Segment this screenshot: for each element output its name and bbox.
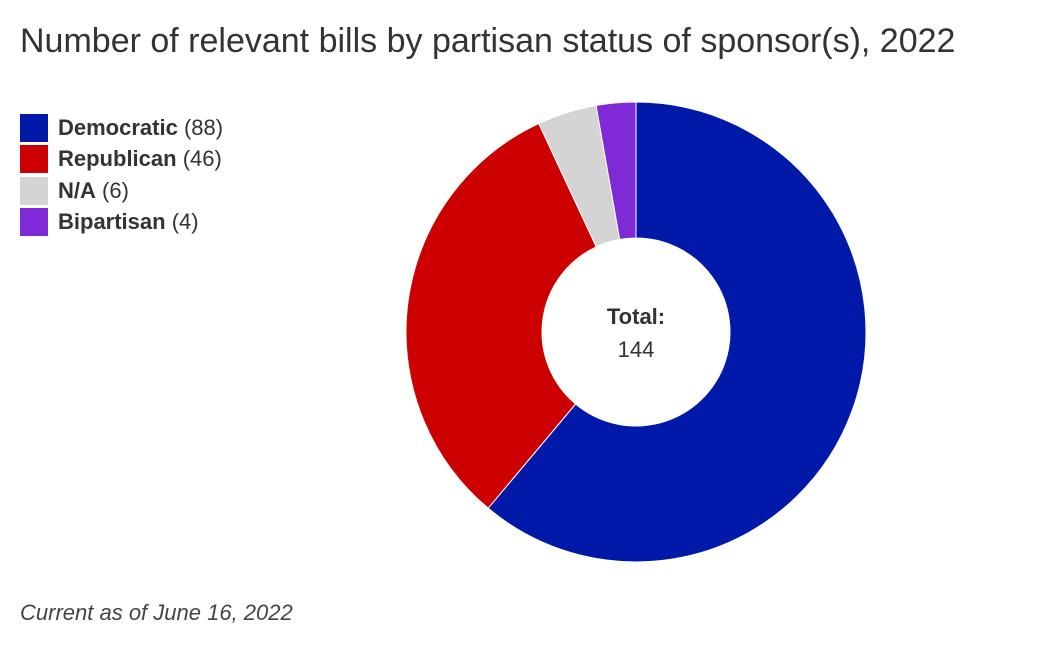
center-total-value: 144 — [618, 337, 655, 362]
legend-swatch-republican — [20, 145, 48, 174]
donut-slices — [405, 101, 867, 563]
legend-count-republican: (46) — [182, 146, 222, 172]
legend-swatch-na — [20, 176, 48, 205]
legend-item-republican[interactable]: Republican (46) — [20, 144, 223, 176]
legend-swatch-bipartisan — [20, 208, 48, 237]
legend-count-na: (6) — [102, 177, 129, 203]
legend-item-na[interactable]: N/A (6) — [20, 175, 223, 207]
legend-label-republican: Republican — [58, 146, 177, 172]
legend-item-democratic[interactable]: Democratic (88) — [20, 112, 223, 144]
legend-item-bipartisan[interactable]: Bipartisan (4) — [20, 207, 223, 239]
slice-bipartisan[interactable] — [595, 101, 637, 241]
legend-count-bipartisan: (4) — [171, 209, 199, 235]
legend-label-bipartisan: Bipartisan — [58, 209, 166, 235]
legend-swatch-democratic — [20, 113, 48, 142]
legend-label-na: N/A — [58, 177, 96, 203]
legend: Democratic (88) Republican (46) N/A (6) … — [20, 112, 223, 238]
legend-label-democratic: Democratic — [58, 114, 178, 140]
chart-title: Number of relevant bills by partisan sta… — [20, 22, 956, 60]
footnote: Current as of June 16, 2022 — [20, 600, 293, 625]
slice-democratic[interactable] — [487, 101, 867, 563]
legend-count-democratic: (88) — [183, 114, 224, 140]
slice-republican[interactable] — [405, 122, 597, 509]
center-total-label: Total: — [607, 304, 665, 329]
